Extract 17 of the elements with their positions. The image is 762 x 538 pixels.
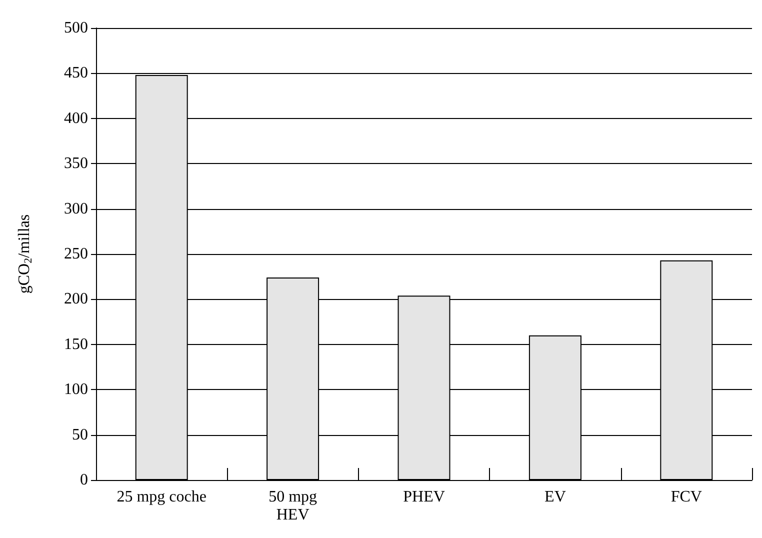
y-tick-label: 100 [64,381,88,398]
x-tick-label: FCV [670,488,702,506]
y-tick-label: 400 [64,110,88,127]
x-tick-label: 50 mpg HEV [268,488,318,524]
y-tick-label: 500 [64,20,88,36]
y-tick-label: 150 [64,336,88,353]
x-tick-label: EV [544,488,566,506]
y-tick-label: 200 [64,290,88,308]
x-tick-label: 25 mpg coche [116,488,206,506]
y-axis-title: gCO2/millas [16,214,34,294]
y-tick-label: 50 [72,426,88,444]
y-tick-label: 0 [80,472,88,488]
y-tick-label: 350 [64,155,88,172]
y-tick-label: 250 [64,246,88,262]
x-tick-label: PHEV [403,488,446,506]
y-tick-label: 450 [64,64,88,82]
y-tick-label: 300 [64,200,88,218]
